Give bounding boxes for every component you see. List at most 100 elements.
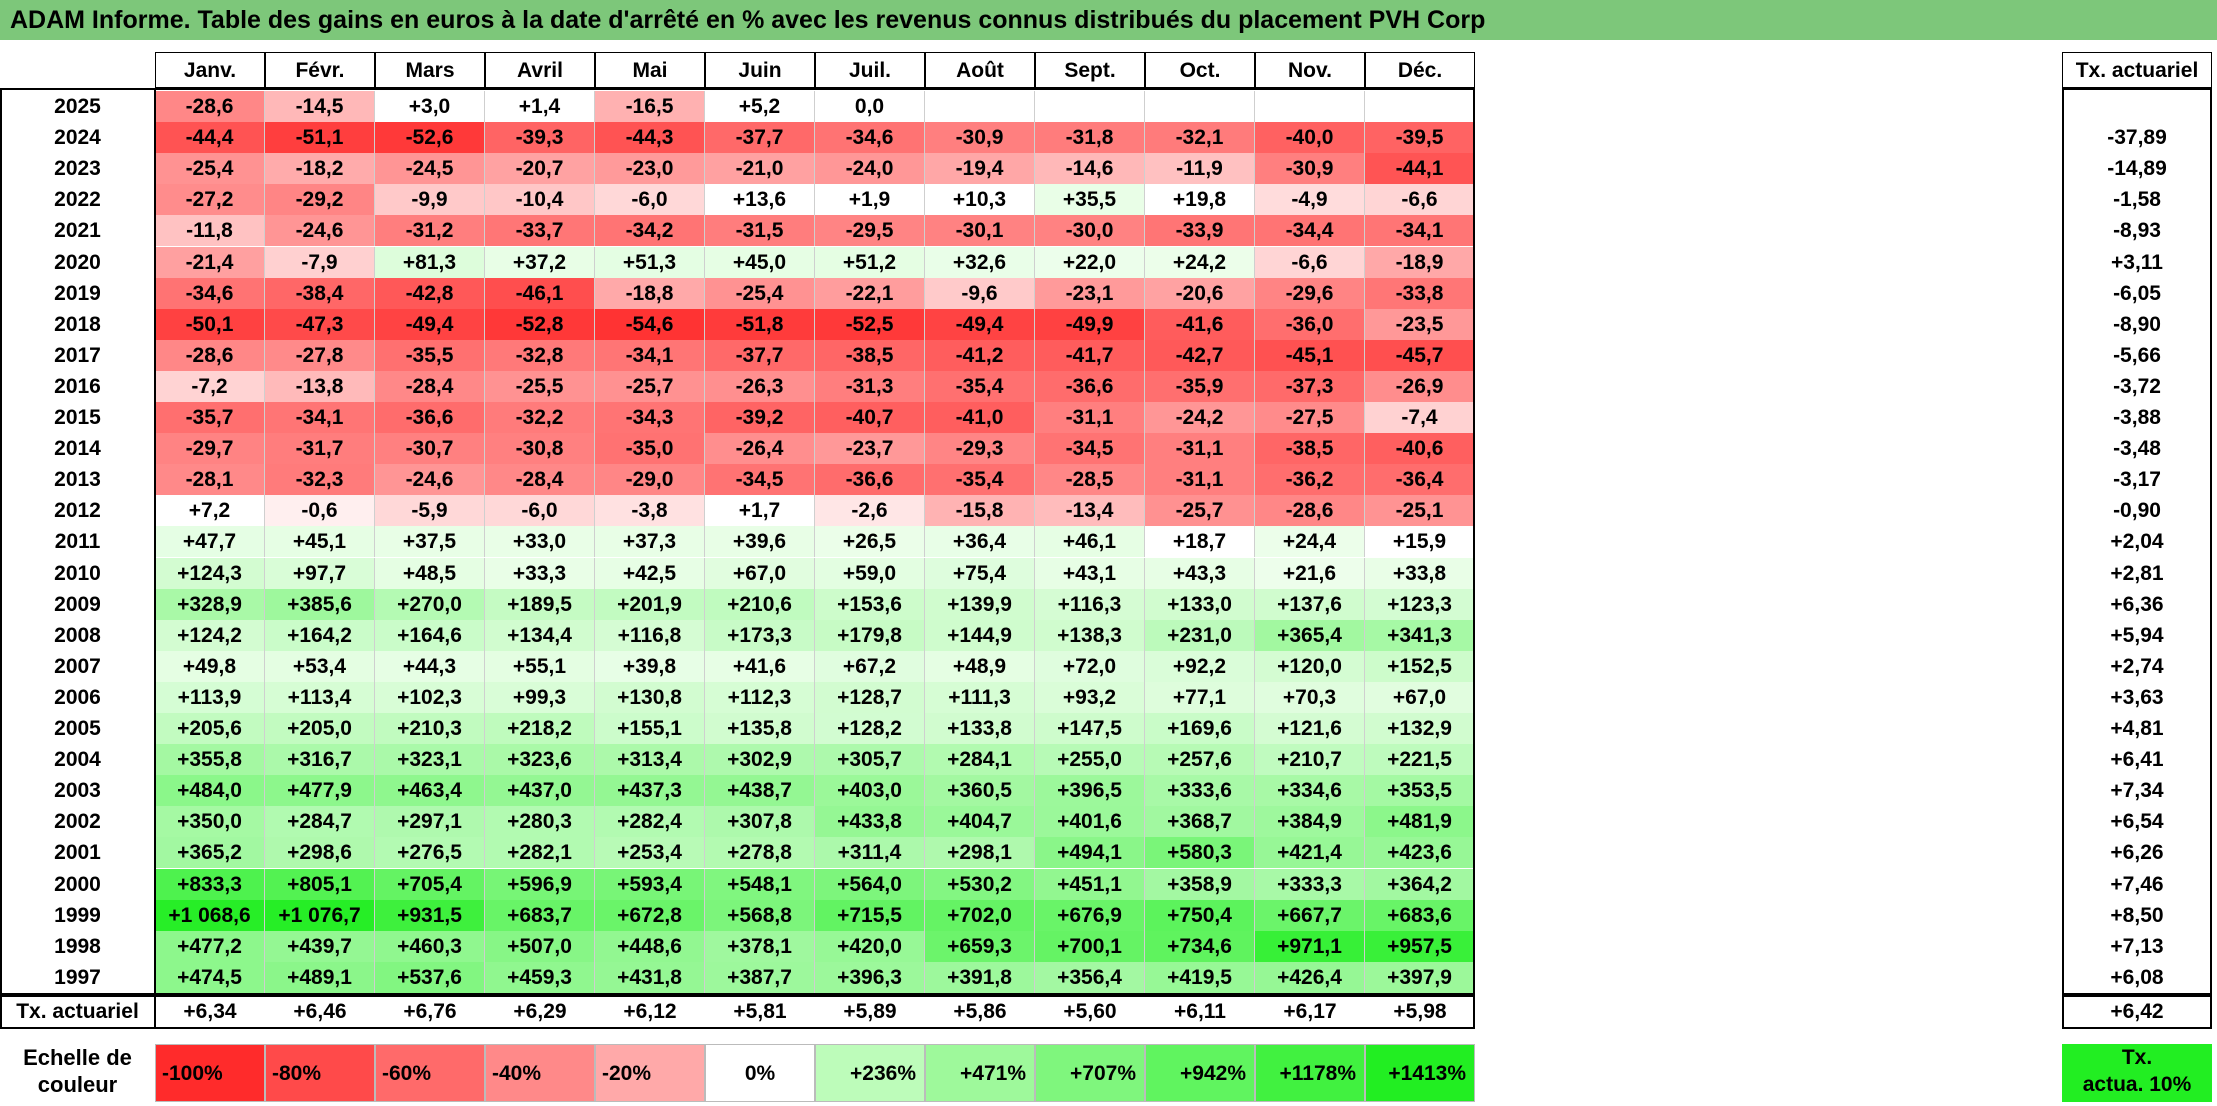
heatmap-cell: -9,6 (925, 277, 1035, 309)
heatmap-cell: +311,4 (815, 837, 925, 869)
column-header: Août (925, 52, 1035, 88)
heatmap-cell: -20,6 (1145, 277, 1255, 309)
heatmap-cell: -33,7 (485, 215, 595, 247)
heatmap-cell: +22,0 (1035, 246, 1145, 278)
row-year-label: 2020 (54, 250, 101, 274)
heatmap-cell: -37,7 (705, 339, 815, 371)
heatmap-cell: +67,0 (705, 557, 815, 589)
heatmap-cell: +210,3 (375, 713, 485, 745)
heatmap-cell: -26,9 (1365, 370, 1475, 402)
heatmap-cell: +147,5 (1035, 713, 1145, 745)
heatmap-cell: +365,2 (155, 837, 265, 869)
heatmap-cell: +44,3 (375, 650, 485, 682)
heatmap-cell: -34,5 (1035, 433, 1145, 465)
heatmap-cell: -30,7 (375, 433, 485, 465)
heatmap-cell: -25,4 (705, 277, 815, 309)
heatmap-cell: +128,2 (815, 713, 925, 745)
heatmap-cell: +676,9 (1035, 899, 1145, 931)
row-rate-value: +8,50 (2110, 903, 2164, 927)
heatmap-cell: +67,2 (815, 650, 925, 682)
heatmap-cell: +298,6 (265, 837, 375, 869)
heatmap-cell: -35,7 (155, 402, 265, 434)
heatmap-cell: +169,6 (1145, 713, 1255, 745)
heatmap-cell: +463,4 (375, 775, 485, 807)
heatmap-cell: -21,4 (155, 246, 265, 278)
heatmap-cell: -21,0 (705, 153, 815, 185)
color-scale-stop: +471% (925, 1044, 1035, 1102)
row-year-label: 2021 (54, 219, 101, 243)
heatmap-cell: +378,1 (705, 930, 815, 962)
heatmap-cell: +205,0 (265, 713, 375, 745)
heatmap-cell: -25,5 (485, 370, 595, 402)
heatmap-cell: +121,6 (1255, 713, 1365, 745)
row-rate-value: +4,81 (2110, 717, 2164, 740)
heatmap-cell: +43,3 (1145, 557, 1255, 589)
heatmap-cell: -13,8 (265, 370, 375, 402)
heatmap-cell (1145, 91, 1255, 123)
row-rate-value: -3,72 (2113, 374, 2161, 398)
heatmap-cell: +10,3 (925, 184, 1035, 216)
heatmap-cell: +282,1 (485, 837, 595, 869)
heatmap-cell: +460,3 (375, 930, 485, 962)
heatmap-cell: +32,6 (925, 246, 1035, 278)
color-scale-label: Echelle de couleur (0, 1044, 155, 1102)
heatmap-cell: -36,4 (1365, 464, 1475, 496)
heatmap-cell: +231,0 (1145, 619, 1255, 651)
row-rate-value: +3,63 (2110, 685, 2164, 709)
color-scale-stop: -20% (595, 1044, 705, 1102)
heatmap-cell: -14,6 (1035, 153, 1145, 185)
heatmap-cell: -28,6 (155, 339, 265, 371)
row-year-label: 2011 (54, 530, 101, 554)
row-rate-value: -0,90 (2113, 499, 2161, 523)
heatmap-cell: +155,1 (595, 713, 705, 745)
heatmap-cell: +42,5 (595, 557, 705, 589)
heatmap-cell: +282,4 (595, 806, 705, 838)
heatmap-cell: -34,2 (595, 215, 705, 247)
heatmap-cell: +75,4 (925, 557, 1035, 589)
row-year-label: 2001 (54, 841, 101, 865)
heatmap-cell: +364,2 (1365, 868, 1475, 900)
heatmap-cell: +48,9 (925, 650, 1035, 682)
column-header: Sept. (1035, 52, 1145, 88)
heatmap-cell: -23,1 (1035, 277, 1145, 309)
heatmap-cell: +715,5 (815, 899, 925, 931)
color-scale-stop: +942% (1145, 1044, 1255, 1102)
heatmap-cell: -39,2 (705, 402, 815, 434)
heatmap-cell: +700,1 (1035, 930, 1145, 962)
heatmap-cell: +323,6 (485, 744, 595, 776)
row-year-label: 2012 (54, 499, 101, 523)
heatmap-cell: +59,0 (815, 557, 925, 589)
heatmap-cell (1365, 91, 1475, 123)
heatmap-cell: +124,3 (155, 557, 265, 589)
heatmap-cell: +459,3 (485, 961, 595, 993)
heatmap-cell: -35,9 (1145, 370, 1255, 402)
heatmap-cell: -37,7 (705, 122, 815, 154)
row-rate-value: -3,48 (2113, 437, 2161, 461)
heatmap-cell: +481,9 (1365, 806, 1475, 838)
heatmap-cell: -40,0 (1255, 122, 1365, 154)
heatmap-cell: +451,1 (1035, 868, 1145, 900)
heatmap-cell: -6,0 (485, 495, 595, 527)
heatmap-cell: +97,7 (265, 557, 375, 589)
heatmap-cell: -49,4 (925, 308, 1035, 340)
heatmap-cell: -39,5 (1365, 122, 1475, 154)
scale-label-line2: couleur (37, 1072, 118, 1097)
heatmap-cell: +24,4 (1255, 526, 1365, 558)
heatmap-cell: +55,1 (485, 650, 595, 682)
heatmap-cell: +92,2 (1145, 650, 1255, 682)
color-scale-stop: +1178% (1255, 1044, 1365, 1102)
heatmap-cell: +705,4 (375, 868, 485, 900)
heatmap-cell: +113,4 (265, 681, 375, 713)
heatmap-cell: +316,7 (265, 744, 375, 776)
heatmap-cell: +43,1 (1035, 557, 1145, 589)
footer-rate-value: +5,89 (843, 1000, 897, 1023)
heatmap-cell: -24,2 (1145, 402, 1255, 434)
heatmap-cell: -52,5 (815, 308, 925, 340)
heatmap-cell: -6,6 (1255, 246, 1365, 278)
heatmap-cell: +507,0 (485, 930, 595, 962)
heatmap-cell: -11,9 (1145, 153, 1255, 185)
heatmap-cell: -42,7 (1145, 339, 1255, 371)
heatmap-cell: +33,3 (485, 557, 595, 589)
row-rate-value: -37,89 (2107, 126, 2167, 150)
heatmap-cell: -28,4 (485, 464, 595, 496)
